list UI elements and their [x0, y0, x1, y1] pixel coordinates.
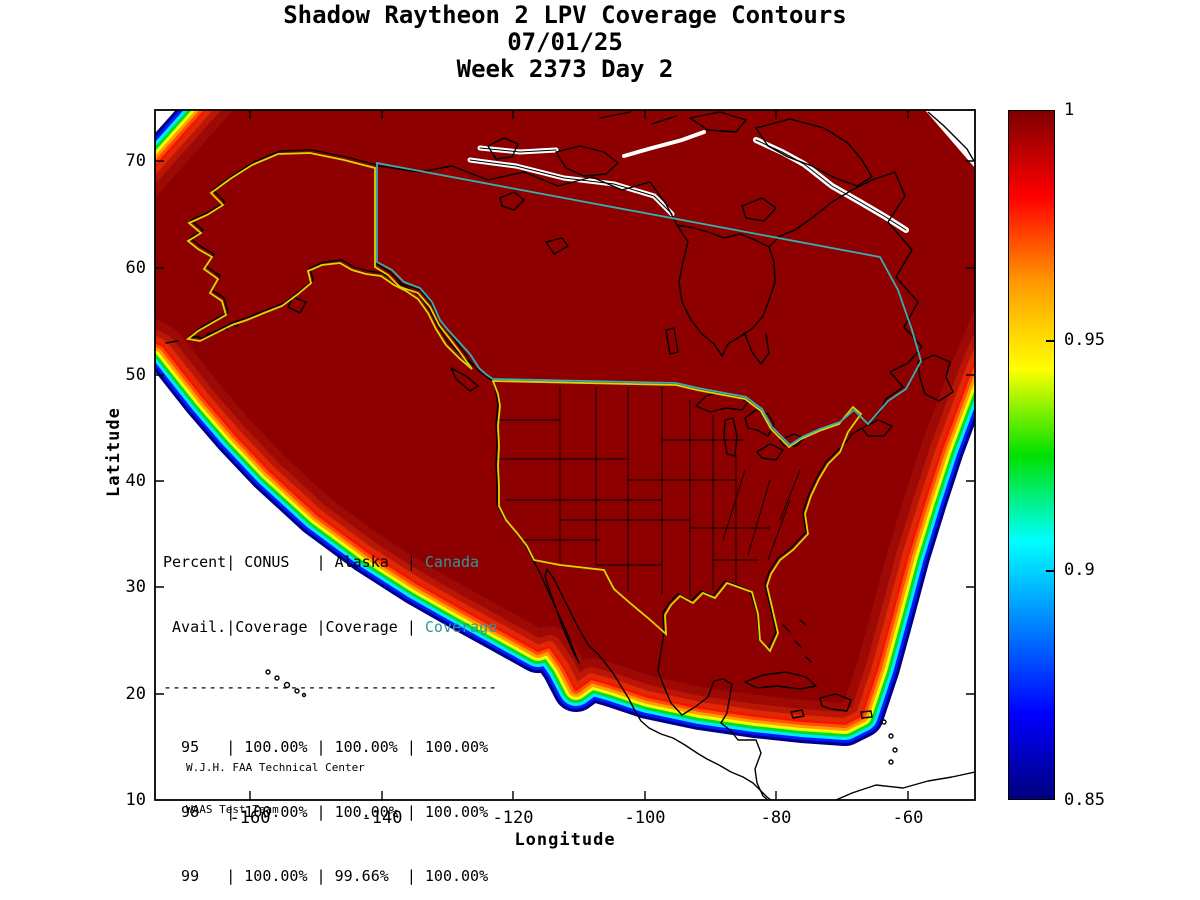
colorbar-tick — [1046, 570, 1054, 572]
greenland-coast — [927, 111, 975, 162]
alaska-conus-boundary — [187, 152, 863, 653]
colorbar-tick-label: 0.9 — [1064, 560, 1095, 580]
colorbar-tick-label: 0.95 — [1064, 330, 1105, 350]
x-tick-label: -100 — [624, 808, 666, 828]
plot-title: Shadow Raytheon 2 LPV Coverage Contours — [283, 1, 847, 29]
y-tick-label: 30 — [125, 577, 146, 597]
state-borders — [497, 387, 801, 596]
figure-title-block: Shadow Raytheon 2 LPV Coverage Contours … — [155, 2, 975, 83]
credit-line-1: W.J.H. FAA Technical Center — [186, 761, 365, 774]
x-tick-label: -60 — [892, 808, 924, 828]
conus-boundary — [491, 380, 863, 653]
colorbar — [1008, 110, 1055, 800]
colorbar-tick-label: 0.85 — [1064, 790, 1105, 810]
credit-block: W.J.H. FAA Technical Center WAAS Test Te… — [186, 733, 365, 845]
y-tick-label: 40 — [125, 471, 146, 491]
y-axis-label: Latitude — [104, 407, 124, 497]
plot-week-day: Week 2373 Day 2 — [456, 55, 674, 83]
greenland-corner-sea — [925, 110, 975, 168]
table-header-main: Percent| CONUS | Alaska | — [163, 553, 416, 571]
table-header-row-2: Avail.|Coverage |Coverage | Coverage — [163, 617, 497, 639]
plot-date: 07/01/25 — [507, 28, 623, 56]
colorbar-tick — [1046, 340, 1054, 342]
canada-boundary — [376, 161, 922, 447]
x-tick-label: -120 — [492, 808, 534, 828]
y-tick-label: 10 — [125, 790, 146, 810]
y-tick-label: 60 — [125, 258, 146, 278]
table-header-main-2: Avail.|Coverage |Coverage | — [163, 617, 416, 636]
y-tick-label: 20 — [125, 684, 146, 704]
y-tick-label: 70 — [125, 151, 146, 171]
x-tick-label: -140 — [361, 808, 403, 828]
table-row: 95 | 100.00% | 100.00% | 100.00% — [163, 738, 489, 756]
axes-frame — [154, 109, 976, 801]
coverage-statistics-table: Percent| CONUS | Alaska | Canada Avail.|… — [163, 509, 497, 900]
colorbar-tick-label: 1 — [1064, 100, 1075, 120]
x-axis-label: Longitude — [514, 830, 616, 850]
table-separator: ------------------------------------- — [163, 678, 498, 696]
tick-marks — [155, 110, 975, 800]
table-row: 98 | 100.00% | 100.00% | 100.00% — [163, 802, 489, 821]
table-row: 99 | 100.00% | 99.66% | 100.00% — [163, 867, 489, 885]
table-header-row-1: Percent| CONUS | Alaska | Canada — [163, 552, 497, 574]
coastlines — [165, 111, 975, 800]
x-tick-label: -160 — [229, 808, 271, 828]
credit-line-2: WAAS Test Team — [186, 803, 279, 816]
table-header-canada: Canada — [415, 553, 480, 571]
x-tick-label: -80 — [760, 808, 792, 828]
y-tick-label: 50 — [125, 365, 146, 385]
table-header-canada-2: Coverage — [415, 617, 498, 636]
